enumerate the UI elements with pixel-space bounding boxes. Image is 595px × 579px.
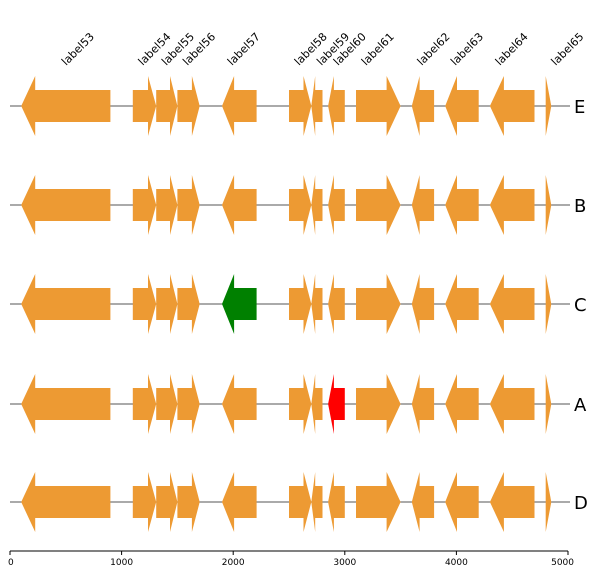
track-A: A bbox=[10, 374, 587, 434]
gene-arrow-3 bbox=[156, 472, 178, 532]
gene-label-12: label64 bbox=[493, 30, 531, 68]
gene-arrow-4 bbox=[177, 374, 200, 434]
gene-arrow-8 bbox=[328, 175, 345, 235]
track-E: E bbox=[10, 76, 585, 136]
gene-arrow-3 bbox=[156, 374, 178, 434]
gene-arrow-7 bbox=[311, 374, 323, 434]
x-tick-label: 5000 bbox=[551, 558, 574, 568]
gene-arrow-4 bbox=[177, 274, 200, 334]
gene-arrow-2 bbox=[132, 175, 157, 235]
gene-arrow-11 bbox=[445, 374, 479, 434]
gene-arrow-6 bbox=[289, 374, 312, 434]
gene-label-10: label62 bbox=[415, 30, 453, 68]
track-D: D bbox=[10, 472, 588, 532]
gene-arrow-8 bbox=[328, 76, 345, 136]
gene-arrow-11 bbox=[445, 175, 479, 235]
gene-arrow-2 bbox=[132, 76, 157, 136]
x-tick-label: 0 bbox=[8, 558, 14, 568]
gene-arrow-5-highlighted bbox=[222, 274, 257, 334]
track-B: B bbox=[10, 175, 586, 235]
gene-arrow-10 bbox=[411, 274, 435, 334]
gene-arrow-1 bbox=[21, 175, 111, 235]
gene-arrow-12 bbox=[489, 472, 535, 532]
x-tick-label: 2000 bbox=[222, 558, 245, 568]
gene-arrow-3 bbox=[156, 274, 178, 334]
gene-arrow-3 bbox=[156, 76, 178, 136]
gene-label-5: label57 bbox=[225, 30, 263, 68]
gene-arrow-12 bbox=[489, 76, 535, 136]
gene-arrow-3 bbox=[156, 175, 178, 235]
gene-arrow-11 bbox=[445, 274, 479, 334]
gene-arrow-11 bbox=[445, 472, 479, 532]
gene-arrow-2 bbox=[132, 472, 157, 532]
track-label: C bbox=[574, 295, 587, 316]
gene-arrow-6 bbox=[289, 175, 312, 235]
gene-arrow-10 bbox=[411, 374, 435, 434]
track-C: C bbox=[10, 274, 587, 334]
gene-arrow-8 bbox=[328, 472, 345, 532]
gene-arrow-5 bbox=[222, 76, 257, 136]
gene-arrow-1 bbox=[21, 76, 111, 136]
x-tick-label: 3000 bbox=[333, 558, 356, 568]
gene-arrow-4 bbox=[177, 472, 200, 532]
gene-arrow-9 bbox=[356, 472, 401, 532]
gene-arrow-9 bbox=[356, 76, 401, 136]
gene-arrow-4 bbox=[177, 76, 200, 136]
gene-arrow-13 bbox=[545, 472, 552, 532]
gene-arrow-8 bbox=[328, 274, 345, 334]
gene-arrow-12 bbox=[489, 374, 535, 434]
track-label: A bbox=[574, 395, 587, 416]
track-label: D bbox=[574, 493, 588, 514]
tracks: E B C A D bbox=[10, 76, 588, 532]
gene-arrow-6 bbox=[289, 274, 312, 334]
gene-arrow-12 bbox=[489, 274, 535, 334]
gene-arrow-1 bbox=[21, 472, 111, 532]
gene-label-11: label63 bbox=[448, 30, 486, 68]
gene-arrow-9 bbox=[356, 175, 401, 235]
x-axis: 0 1000 2000 3000 4000 5000 bbox=[8, 550, 574, 568]
gene-arrow-10 bbox=[411, 472, 435, 532]
x-tick-label: 1000 bbox=[110, 558, 133, 568]
gene-arrow-7 bbox=[311, 175, 323, 235]
track-label: B bbox=[574, 196, 586, 217]
gene-arrow-6 bbox=[289, 472, 312, 532]
track-label: E bbox=[574, 97, 585, 118]
gene-arrow-5 bbox=[222, 374, 257, 434]
gene-arrow-7 bbox=[311, 76, 323, 136]
gene-arrow-13 bbox=[545, 374, 552, 434]
gene-arrow-9 bbox=[356, 374, 401, 434]
gene-label-13: label65 bbox=[549, 30, 587, 68]
gene-arrow-13 bbox=[545, 175, 552, 235]
gene-arrow-13 bbox=[545, 274, 552, 334]
x-tick-label: 4000 bbox=[445, 558, 468, 568]
gene-arrow-6 bbox=[289, 76, 312, 136]
gene-arrow-13 bbox=[545, 76, 552, 136]
gene-arrow-5 bbox=[222, 472, 257, 532]
gene-label-1: label53 bbox=[59, 30, 97, 68]
gene-arrow-9 bbox=[356, 274, 401, 334]
gene-arrow-7 bbox=[311, 472, 323, 532]
gene-arrow-8-highlighted bbox=[328, 374, 345, 434]
gene-arrow-11 bbox=[445, 76, 479, 136]
gene-arrow-2 bbox=[132, 374, 157, 434]
gene-arrow-10 bbox=[411, 76, 435, 136]
gene-arrow-2 bbox=[132, 274, 157, 334]
gene-arrow-10 bbox=[411, 175, 435, 235]
gene-arrow-7 bbox=[311, 274, 323, 334]
gene-arrow-1 bbox=[21, 374, 111, 434]
gene-arrow-1 bbox=[21, 274, 111, 334]
gene-arrow-4 bbox=[177, 175, 200, 235]
gene-arrow-12 bbox=[489, 175, 535, 235]
gene-arrow-5 bbox=[222, 175, 257, 235]
